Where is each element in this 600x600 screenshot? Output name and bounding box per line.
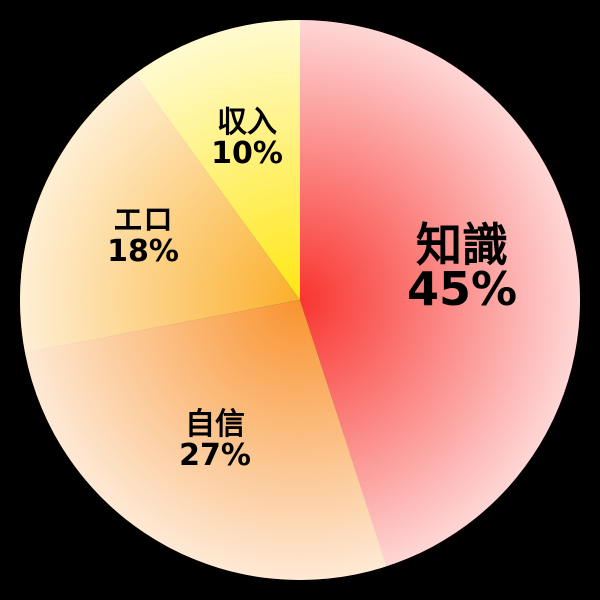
rim-fade-overlay (20, 20, 580, 580)
slice-percent-text: 27% (179, 438, 251, 473)
slice-label-confidence: 自信 27% (179, 409, 251, 471)
slice-label-knowledge: 知識 45% (406, 218, 518, 316)
slice-name-text: 自信 (185, 407, 245, 442)
slice-percent-text: 10% (211, 136, 283, 171)
slice-name-text: 収入 (217, 105, 277, 140)
slice-label-income: 収入 10% (211, 107, 283, 169)
slice-label-ero: エロ 18% (107, 205, 179, 267)
slice-percent-text: 18% (107, 234, 179, 269)
slice-percent-text: 45% (406, 262, 518, 316)
slice-name-text: エロ (113, 203, 173, 238)
slice-name-text: 知識 (415, 218, 508, 272)
